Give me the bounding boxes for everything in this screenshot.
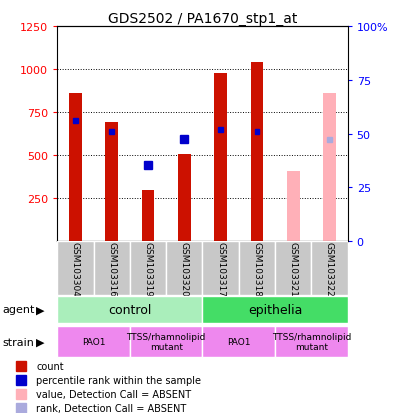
Text: epithelia: epithelia bbox=[248, 303, 302, 316]
Bar bbox=[250, 63, 263, 242]
Bar bbox=[202, 242, 239, 295]
Text: value, Detection Call = ABSENT: value, Detection Call = ABSENT bbox=[36, 389, 192, 399]
Text: count: count bbox=[36, 361, 64, 371]
Bar bbox=[166, 242, 203, 295]
Bar bbox=[105, 123, 118, 242]
Text: GSM103320: GSM103320 bbox=[180, 241, 189, 296]
Bar bbox=[287, 171, 299, 242]
Text: ▶: ▶ bbox=[36, 305, 44, 315]
Bar bbox=[202, 326, 275, 358]
Bar bbox=[202, 297, 348, 323]
Bar bbox=[311, 242, 348, 295]
Text: control: control bbox=[108, 303, 152, 316]
Bar bbox=[73, 119, 78, 124]
Text: percentile rank within the sample: percentile rank within the sample bbox=[36, 375, 201, 385]
Text: agent: agent bbox=[2, 305, 34, 315]
Text: GSM103317: GSM103317 bbox=[216, 241, 225, 296]
Bar bbox=[57, 297, 202, 323]
Text: GSM103304: GSM103304 bbox=[71, 241, 80, 296]
Title: GDS2502 / PA1670_stp1_at: GDS2502 / PA1670_stp1_at bbox=[108, 12, 297, 26]
Text: strain: strain bbox=[2, 337, 34, 347]
Text: rank, Detection Call = ABSENT: rank, Detection Call = ABSENT bbox=[36, 403, 186, 413]
Bar bbox=[69, 94, 82, 242]
Bar bbox=[214, 74, 227, 242]
Text: ▶: ▶ bbox=[36, 337, 44, 347]
Bar bbox=[130, 242, 166, 295]
Bar bbox=[323, 94, 336, 242]
Text: PAO1: PAO1 bbox=[82, 337, 105, 346]
Bar bbox=[57, 242, 94, 295]
Bar bbox=[275, 242, 311, 295]
Text: TTSS/rhamnolipid
mutant: TTSS/rhamnolipid mutant bbox=[272, 332, 351, 351]
Bar bbox=[57, 326, 130, 358]
Text: GSM103321: GSM103321 bbox=[289, 241, 298, 296]
Text: PAO1: PAO1 bbox=[227, 337, 250, 346]
Bar bbox=[178, 155, 191, 242]
Text: TTSS/rhamnolipid
mutant: TTSS/rhamnolipid mutant bbox=[126, 332, 206, 351]
Bar bbox=[218, 127, 223, 133]
Bar bbox=[109, 130, 114, 135]
Bar bbox=[254, 130, 259, 135]
Text: GSM103322: GSM103322 bbox=[325, 241, 334, 296]
Bar bbox=[275, 326, 348, 358]
Text: GSM103318: GSM103318 bbox=[252, 241, 261, 296]
Bar bbox=[94, 242, 130, 295]
Bar bbox=[130, 326, 202, 358]
Text: GSM103319: GSM103319 bbox=[143, 241, 152, 296]
Bar bbox=[327, 138, 332, 143]
Text: GSM103316: GSM103316 bbox=[107, 241, 116, 296]
Bar bbox=[142, 191, 154, 242]
Bar bbox=[239, 242, 275, 295]
